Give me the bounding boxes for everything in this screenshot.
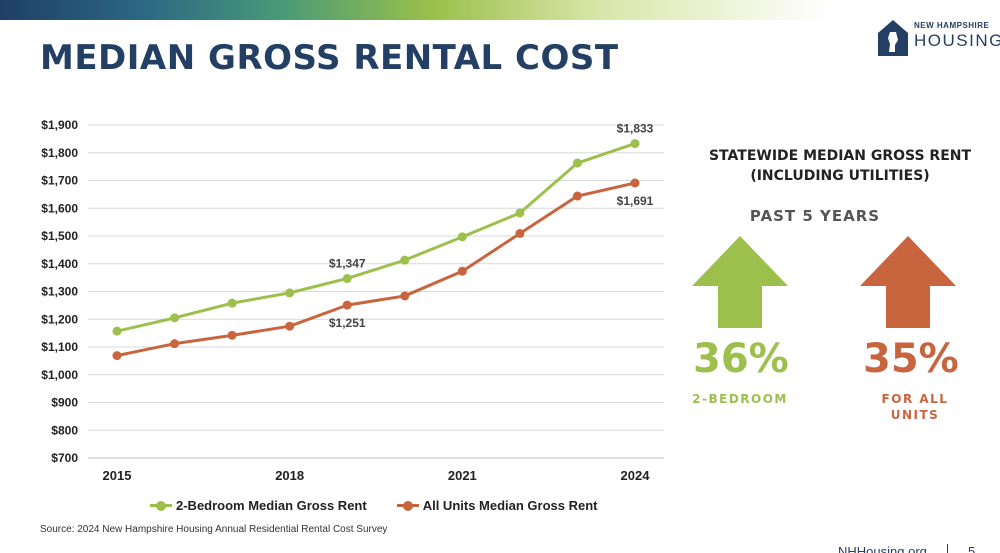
panel-title: STATEWIDE MEDIAN GROSS RENT (INCLUDING U… <box>690 146 990 186</box>
series-line <box>116 181 636 358</box>
data-point <box>630 178 640 188</box>
y-tick-label: $1,800 <box>41 146 78 160</box>
data-point <box>572 158 582 168</box>
panel-title-line-1: STATEWIDE MEDIAN GROSS RENT <box>708 148 972 164</box>
y-tick-label: $1,200 <box>41 312 78 326</box>
y-tick-label: $800 <box>51 423 78 437</box>
panel-subtitle: PAST 5 YEARS <box>749 207 881 225</box>
data-point <box>515 208 525 218</box>
x-tick-label: 2024 <box>621 468 651 483</box>
data-point <box>285 321 295 331</box>
footer-divider <box>947 544 948 553</box>
y-tick-label: $1,600 <box>41 201 78 215</box>
data-point <box>342 300 352 310</box>
series-line <box>116 142 636 333</box>
page-number: 5 <box>968 544 976 553</box>
up-arrow-icon <box>692 236 788 328</box>
data-point <box>170 339 180 349</box>
source-note: Source: 2024 New Hampshire Housing Annua… <box>40 524 388 535</box>
data-point <box>572 191 582 201</box>
all-units-label-line-1: FOR ALL <box>881 392 949 406</box>
data-point <box>227 330 237 340</box>
two-bedroom-percent: 36% <box>693 336 789 382</box>
legend-item-all-units: All Units Median Gross Rent <box>396 498 598 513</box>
data-point <box>400 291 410 301</box>
two-bedroom-label: 2-BEDROOM <box>692 392 788 406</box>
data-label: $1,833 <box>617 122 654 136</box>
all-units-percent: 35% <box>863 336 959 382</box>
y-tick-label: $1,400 <box>41 257 78 271</box>
y-tick-label: $1,100 <box>41 340 78 354</box>
data-label: $1,691 <box>617 194 654 208</box>
nh-housing-logo: NEW HAMPSHIRE HOUSING <box>876 18 1000 60</box>
x-tick-label: 2015 <box>103 468 132 483</box>
data-point <box>112 351 122 361</box>
y-tick-label: $900 <box>51 396 78 410</box>
data-label: $1,347 <box>329 256 366 270</box>
header-gradient-bar <box>0 0 830 20</box>
y-tick-label: $1,500 <box>41 229 78 243</box>
page-title: MEDIAN GROSS RENTAL COST <box>40 38 619 78</box>
data-point <box>285 288 295 298</box>
legend-swatch-two-bedroom <box>150 500 172 511</box>
up-arrow-icon <box>860 236 956 328</box>
chart-legend: 2-Bedroom Median Gross Rent All Units Me… <box>150 498 598 513</box>
rent-line-chart: $700 $800 $900 $1,000 $1,100 $1,200 $1,300 $1,4… <box>41 118 664 483</box>
data-point <box>400 255 410 265</box>
panel-title-line-2: (INCLUDING UTILITIES) <box>750 168 930 184</box>
logo-main-text: HOUSING <box>914 31 1000 50</box>
data-point <box>170 313 180 323</box>
all-units-label-line-2: UNITS <box>890 408 940 422</box>
all-units-label: FOR ALL UNITS <box>855 391 975 423</box>
legend-label-all-units: All Units Median Gross Rent <box>422 498 598 513</box>
house-logo-icon <box>878 20 908 56</box>
data-point <box>342 273 352 283</box>
x-tick-label: 2021 <box>448 468 477 483</box>
data-point <box>630 139 640 149</box>
legend-swatch-all-units <box>396 500 419 511</box>
legend-item-two-bedroom: 2-Bedroom Median Gross Rent <box>150 498 367 513</box>
data-point <box>457 266 467 276</box>
x-tick-label: 2018 <box>275 468 304 483</box>
y-tick-label: $1,900 <box>41 118 78 132</box>
data-label: $1,251 <box>329 316 366 330</box>
data-point <box>457 232 467 242</box>
y-tick-label: $700 <box>51 451 78 465</box>
legend-label-two-bedroom: 2-Bedroom Median Gross Rent <box>176 498 367 513</box>
y-tick-label: $1,700 <box>41 174 78 188</box>
logo-top-text: NEW HAMPSHIRE <box>914 21 990 30</box>
y-tick-label: $1,000 <box>41 368 78 382</box>
y-tick-label: $1,300 <box>41 285 78 299</box>
data-point <box>515 229 525 239</box>
data-point <box>112 326 122 336</box>
data-point <box>227 298 237 308</box>
footer-url[interactable]: NHHousing.org <box>838 544 927 553</box>
